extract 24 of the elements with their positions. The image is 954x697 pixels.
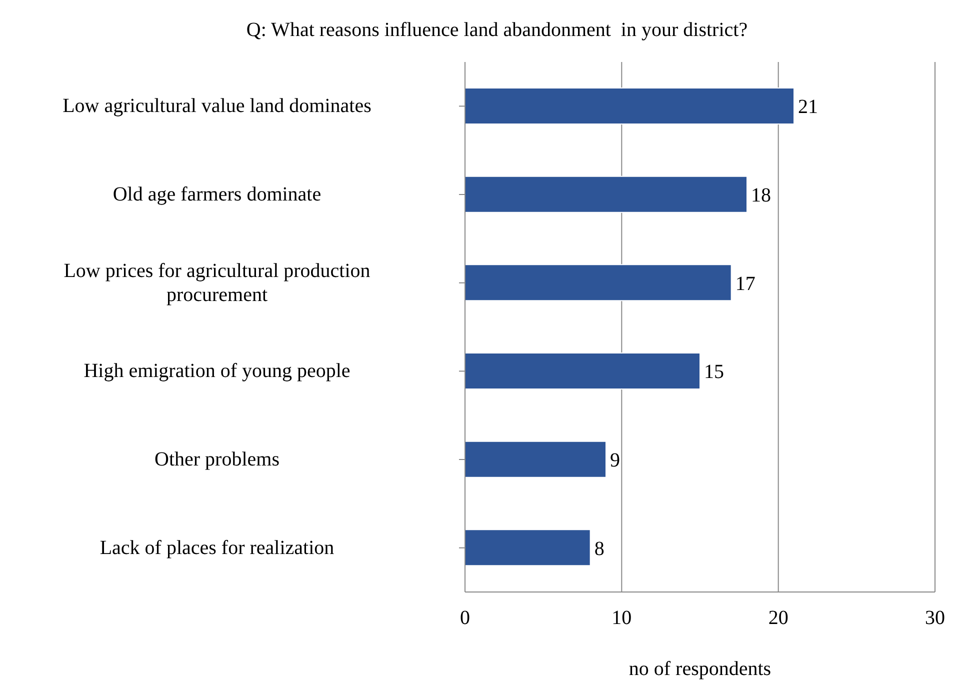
y-tick-label: Old age farmers dominate xyxy=(112,184,322,206)
bar xyxy=(465,88,794,124)
bar xyxy=(465,176,748,213)
bar xyxy=(465,264,732,302)
bar xyxy=(465,440,606,478)
y-tick-label: Low agricultural value land dominates xyxy=(62,95,372,118)
data-label: 8 xyxy=(594,538,604,560)
data-label: 17 xyxy=(735,272,756,295)
y-tick-label: High emigration of young people xyxy=(84,360,350,382)
x-axis-title: no of respondents xyxy=(628,658,772,680)
y-tick-label: Lack of places for realization xyxy=(100,536,334,559)
data-label: 9 xyxy=(610,449,620,472)
data-label: 18 xyxy=(751,184,771,206)
x-tick-label: 0 xyxy=(460,607,470,630)
bar xyxy=(465,529,591,566)
data-label: 15 xyxy=(704,361,724,384)
bar xyxy=(465,352,700,390)
x-tick-label: 10 xyxy=(612,607,632,630)
x-tick-label: 20 xyxy=(768,607,788,630)
chart-title: Q: What reasons influence land abandonment in your district? xyxy=(245,18,749,43)
y-tick-label: Low prices for agricultural production procurement xyxy=(64,260,370,306)
data-label: 21 xyxy=(798,96,818,118)
y-tick-label: Other problems xyxy=(154,448,280,470)
x-tick-label: 30 xyxy=(925,607,945,630)
